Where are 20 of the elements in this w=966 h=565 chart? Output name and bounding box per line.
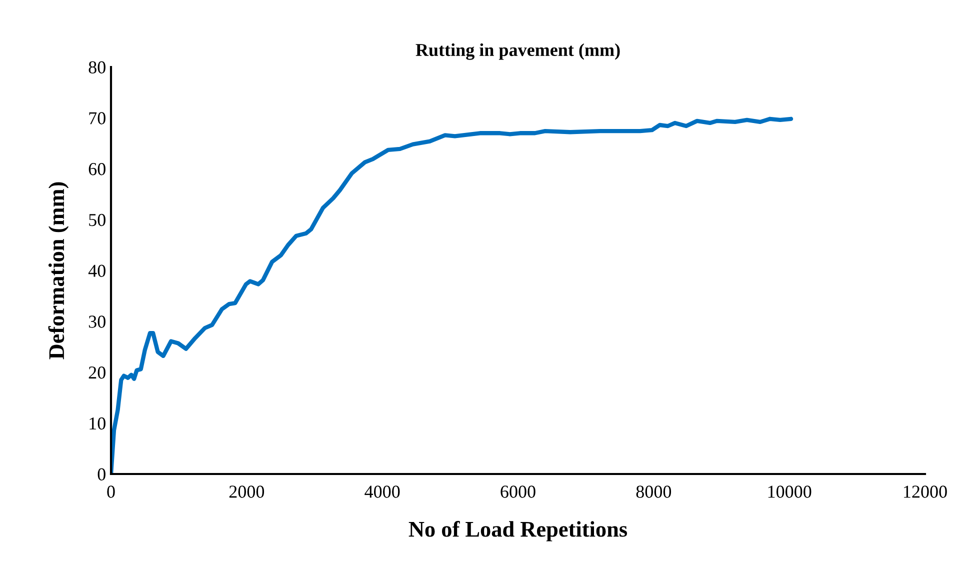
y-tick-label: 70	[89, 112, 106, 124]
x-tick-label: 12000	[904, 486, 947, 498]
y-tick-label: 80	[88, 61, 106, 74]
y-tick-label: 20	[88, 366, 106, 379]
y-tick-label: 40	[88, 264, 106, 277]
chart-title: Rutting in pavement (mm)	[416, 43, 620, 60]
x-tick-label: 8000	[636, 486, 672, 498]
y-tick-label: 50	[89, 214, 106, 226]
x-axis-title: No of Load Repetitions	[408, 520, 628, 542]
x-tick-label: 4000	[364, 486, 400, 498]
x-tick-label: 2000	[229, 486, 264, 498]
y-axis-title: Deformation (mm)	[48, 182, 69, 360]
y-tick-label: 0	[98, 468, 106, 480]
y-tick-label: 30	[88, 316, 106, 328]
x-tick-label: 6000	[500, 486, 536, 498]
line-series	[111, 116, 794, 474]
y-tick-label: 60	[88, 163, 106, 176]
x-tick-label: 0	[107, 486, 115, 498]
y-tick-label: 10	[90, 417, 106, 430]
x-tick-label: 10000	[768, 486, 812, 498]
